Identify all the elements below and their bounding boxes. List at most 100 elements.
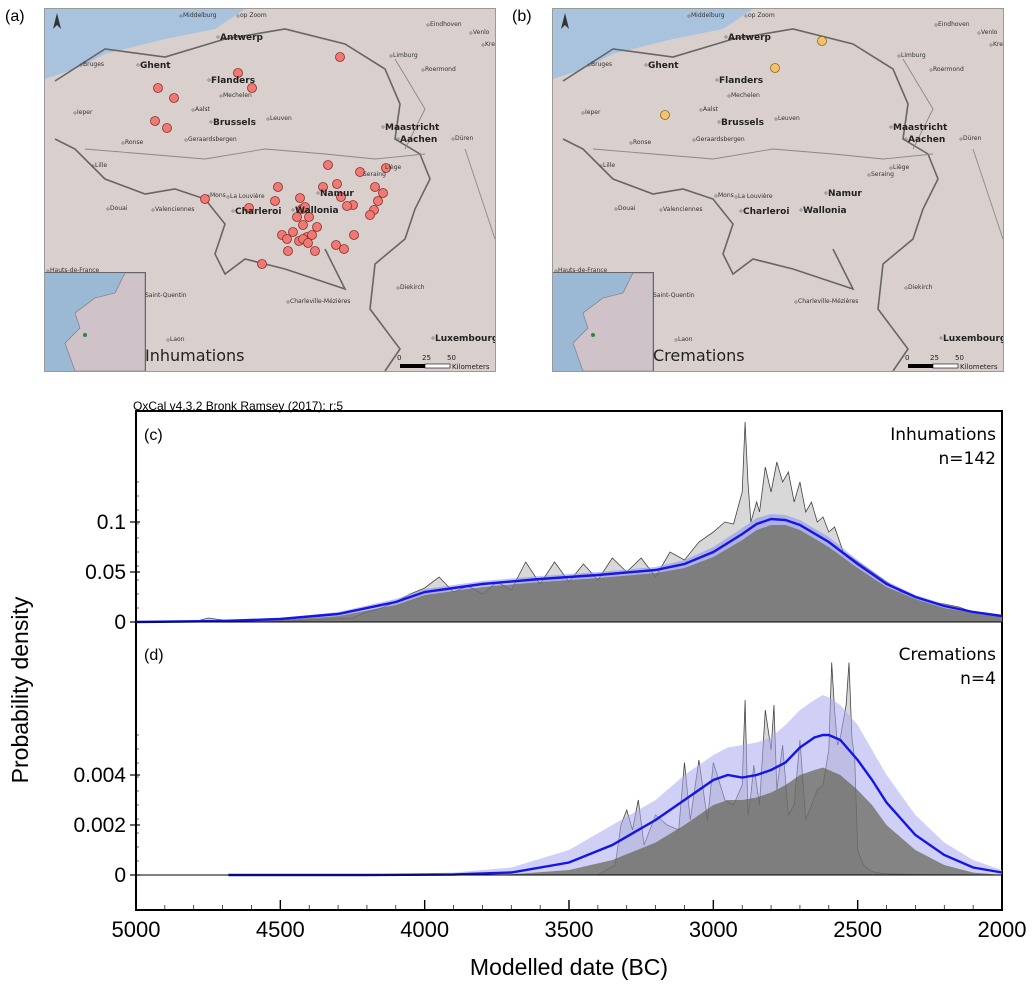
place-label: Douai	[618, 205, 636, 212]
place-marker	[687, 14, 691, 18]
site-dot	[355, 167, 365, 177]
place-label: Ieper	[77, 109, 93, 116]
place-label: Aalst	[703, 106, 718, 113]
place-label: Antwerp	[728, 33, 771, 43]
place-marker	[734, 195, 738, 199]
place-label: Geraardsbergen	[188, 136, 237, 143]
place-label: La Louvière	[738, 193, 773, 200]
x-tick-label: 2000	[978, 917, 1027, 942]
x-axis-label: Modelled date (BC)	[470, 954, 668, 980]
place-label: Seraing	[363, 171, 386, 178]
site-dot	[200, 194, 210, 204]
kde-lower-area	[136, 525, 1002, 622]
place-marker	[727, 94, 731, 98]
x-tick-label: 2500	[833, 917, 882, 942]
place-label: Charleville-Mézières	[290, 298, 351, 305]
place-marker	[889, 166, 893, 170]
place-label: Lille	[603, 162, 616, 169]
place-label: Saint-Quentin	[145, 292, 187, 299]
place-label: Laon	[170, 336, 185, 343]
place-label: Diekirch	[908, 284, 933, 291]
place-label: Wallonia	[803, 206, 847, 216]
site-dot	[365, 210, 375, 220]
place-marker	[231, 209, 235, 213]
y-axis-label: Probability density	[7, 596, 33, 783]
place-label: Leuven	[778, 115, 800, 122]
place-label: Limburg	[901, 52, 926, 59]
place-marker	[774, 117, 778, 121]
place-marker	[389, 54, 393, 58]
place-marker	[939, 336, 943, 340]
place-label: Ieper	[585, 109, 601, 116]
region-border	[84, 58, 495, 240]
place-marker	[587, 63, 591, 67]
place-label: Ronse	[633, 139, 652, 146]
place-marker	[897, 54, 901, 58]
place-marker	[599, 164, 603, 168]
place-marker	[226, 195, 230, 199]
place-label: Düren	[963, 135, 982, 142]
place-marker	[431, 336, 435, 340]
site-dot	[300, 202, 310, 212]
map-basemap	[45, 9, 495, 371]
place-label: Diekirch	[400, 284, 425, 291]
place-marker	[959, 137, 963, 141]
place-label: Namur	[828, 189, 862, 199]
place-marker	[191, 108, 195, 112]
map-cremations: Cremations Middelburg op Zoom Eindhoven Ven…	[552, 8, 1004, 372]
north-arrow-icon	[53, 13, 61, 29]
place-label: Antwerp	[220, 33, 263, 43]
place-label: Kre	[485, 41, 495, 48]
place-label: Mons	[210, 192, 226, 199]
site-dot	[283, 246, 293, 256]
site-dot	[336, 192, 346, 202]
place-label: Hauts-de-France	[50, 267, 100, 274]
place-label: Eindhoven	[430, 21, 462, 28]
place-label: Ronse	[125, 139, 144, 146]
site-dot	[292, 212, 302, 222]
y-tick-label: 0	[114, 864, 126, 887]
kde-line	[135, 517, 1003, 624]
oxcal-header: OxCal v4.3.2 Bronk Ramsey (2017); r:5	[133, 399, 344, 413]
place-marker	[381, 125, 385, 129]
place-marker	[715, 78, 719, 82]
place-label: Flanders	[211, 76, 256, 86]
place-marker	[207, 78, 211, 82]
place-label: Namur	[320, 189, 354, 199]
place-label: Middelburg	[691, 12, 725, 19]
place-label: Valenciennes	[155, 206, 195, 213]
place-marker	[744, 14, 748, 18]
place-marker	[396, 286, 400, 290]
place-label: La Louvière	[230, 193, 265, 200]
europe-inset-map	[553, 272, 654, 371]
place-marker	[316, 191, 320, 195]
sample-size-label: n=142	[939, 449, 996, 469]
y-tick-label: 0.002	[73, 814, 126, 837]
site-dot	[370, 182, 380, 192]
place-marker	[739, 209, 743, 213]
place-marker	[699, 108, 703, 112]
density-panel-inhumations: 0 0.05 0.1 (c) Inhumations n=142	[85, 421, 1003, 634]
place-marker	[136, 63, 140, 67]
north-arrow-icon	[561, 13, 569, 29]
place-label: Bruges	[591, 61, 613, 68]
country-border	[562, 28, 939, 371]
place-marker	[216, 35, 220, 39]
place-marker	[451, 137, 455, 141]
map-caption: Cremations	[653, 346, 745, 365]
sample-size-label: n=4	[960, 669, 996, 689]
site-dot	[169, 93, 179, 103]
place-label: Charleroi	[743, 207, 790, 217]
place-label: Ghent	[648, 61, 679, 71]
y-tick-label: 0.1	[97, 511, 126, 534]
place-marker	[219, 94, 223, 98]
series-label: Cremations	[899, 645, 996, 665]
site-dot	[153, 83, 163, 93]
place-label: Luxembourg	[435, 334, 496, 344]
site-dot	[342, 201, 352, 211]
place-marker	[426, 23, 430, 27]
place-marker	[291, 208, 295, 212]
place-marker	[989, 43, 993, 47]
place-label: op Zoom	[240, 12, 267, 19]
scale-unit: Kilometers	[960, 363, 998, 371]
